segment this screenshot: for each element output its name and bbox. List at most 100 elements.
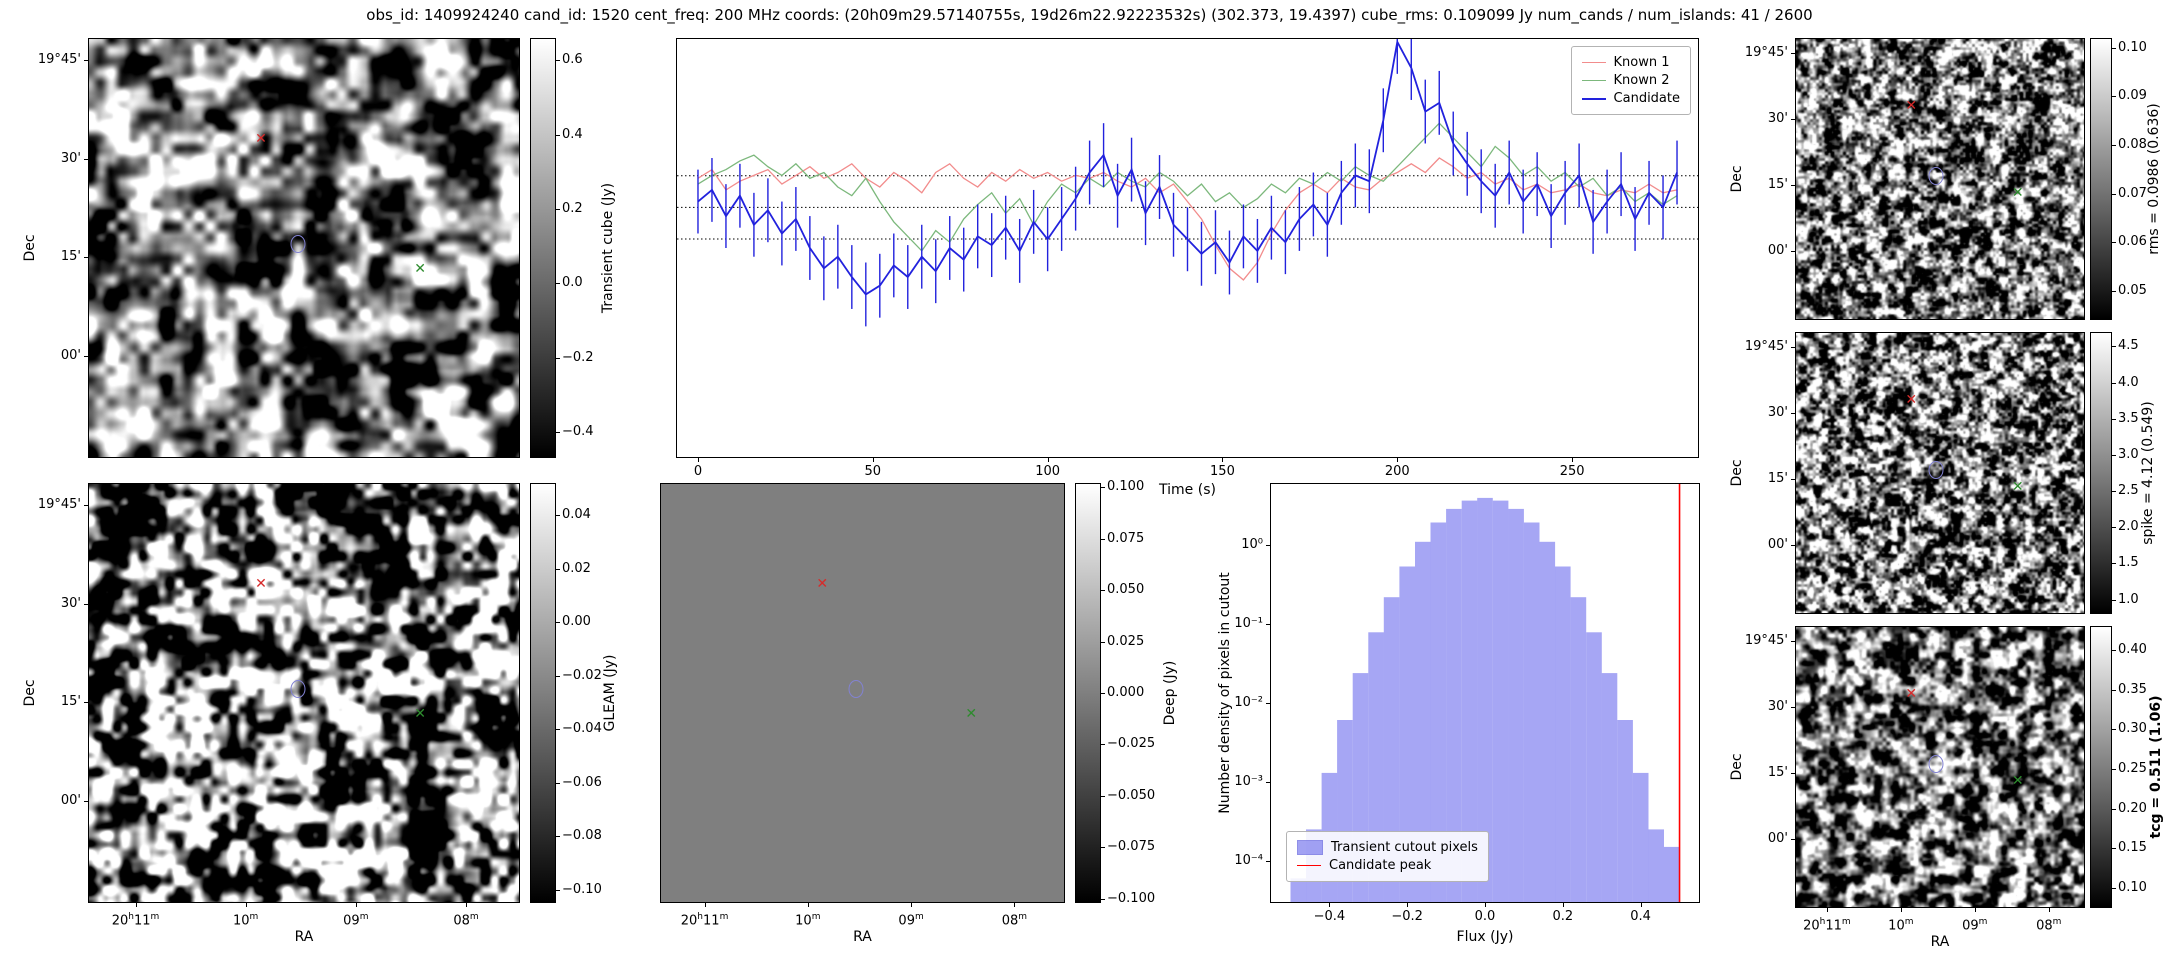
- known1-marker: ✕: [255, 131, 267, 148]
- deep-ra-tick-label: 20h11m: [680, 912, 729, 929]
- rms-dec-tickmark: [1791, 52, 1795, 54]
- spike-dec-tick-label: 15': [1767, 471, 1788, 487]
- transient-dec-tick-label: 19°45': [37, 51, 81, 67]
- gleam-dec-tick-label: 15': [60, 694, 81, 710]
- gleam-colorbar-tick-label: 0.02: [562, 560, 591, 576]
- panel-gleam-cutout: ✕ ✕: [88, 483, 520, 903]
- legend-entry-known-2: Known 2: [1581, 73, 1680, 88]
- hist-xlabel: Flux (Jy): [1456, 929, 1514, 945]
- hist-y-tickmark: [1266, 624, 1270, 626]
- spike-dec-tickmark: [1791, 346, 1795, 348]
- rms-dec-tick-label: 00': [1767, 243, 1788, 259]
- candidate-marker: [848, 679, 864, 698]
- rms-dec-tickmark: [1791, 118, 1795, 120]
- deep-ra-tick-label: 08m: [1001, 912, 1028, 929]
- deep-colorbar: [1075, 483, 1101, 903]
- gleam-colorbar: [530, 483, 556, 903]
- rms-colorbar-tickmark: [2112, 242, 2116, 244]
- hist-y-tick-label: 10⁻³: [1234, 773, 1263, 789]
- spike-dec-tick-label: 00': [1767, 537, 1788, 553]
- legend-line-swatch: [1297, 865, 1321, 866]
- gleam-dec-tickmark: [84, 603, 88, 605]
- transient-dec-tick-label: 00': [60, 347, 81, 363]
- spike-colorbar-tick-label: 2.5: [2118, 483, 2139, 499]
- tcg-colorbar-tickmark: [2112, 689, 2116, 691]
- known2-marker: ✕: [2011, 773, 2024, 789]
- known1-marker: ✕: [816, 576, 829, 593]
- legend-patch-swatch: [1297, 840, 1323, 855]
- gleam-dec-tickmark: [84, 800, 88, 802]
- hist-x-tickmark: [1407, 903, 1409, 907]
- tcg-ra-tick-label: 08m: [2036, 917, 2062, 934]
- hist-x-tick-label: 0.2: [1552, 909, 1574, 924]
- deep-ra-tickmark: [1014, 903, 1016, 907]
- lightcurve-svg: [677, 39, 1698, 327]
- deep-colorbar-tickmark: [1101, 590, 1105, 592]
- rms-colorbar-tick-label: 0.10: [2118, 39, 2147, 55]
- rms-colorbar-tick-label: 0.06: [2118, 234, 2147, 250]
- transient-dec-tickmark: [84, 158, 88, 160]
- rms-colorbar-tick-label: 0.08: [2118, 136, 2147, 152]
- gleam-colorbar-label: GLEAM (Jy): [602, 654, 618, 732]
- hist-y-tickmark: [1266, 781, 1270, 783]
- known2-marker: ✕: [414, 260, 426, 277]
- tcg-dec-axis-label: Dec: [1729, 753, 1745, 781]
- known2-marker: ✕: [2011, 185, 2024, 201]
- rms-dec-tickmark: [1791, 251, 1795, 253]
- hist-x-tickmark: [1329, 903, 1331, 907]
- gleam-colorbar-tickmark: [556, 568, 560, 570]
- gleam-dec-tick-label: 19°45': [37, 496, 81, 512]
- rms-dec-tick-label: 19°45': [1744, 44, 1788, 60]
- legend-entry-known-1: Known 1: [1581, 55, 1680, 70]
- transient-colorbar-tick-label: 0.4: [562, 126, 583, 142]
- transient-colorbar-tickmark: [556, 283, 560, 285]
- transient-colorbar-tick-label: −0.4: [562, 423, 594, 439]
- legend-label: Known 1: [1613, 55, 1670, 70]
- tcg-dec-tickmark: [1791, 640, 1795, 642]
- legend-line-swatch: [1581, 97, 1606, 100]
- histogram-svg: [1290, 484, 1681, 902]
- lightcurve-x-tickmark: [697, 458, 699, 462]
- tcg-ra-tick-label: 10m: [1888, 917, 1914, 934]
- hist-x-tickmark: [1485, 903, 1486, 907]
- hist-ylabel: Number density of pixels in cutout: [1217, 572, 1233, 814]
- tcg-ra-tickmark: [2048, 908, 2050, 912]
- tcg-dec-tick-label: 30': [1767, 698, 1788, 714]
- spike-colorbar-tickmark: [2112, 346, 2116, 348]
- known1-marker: ✕: [1905, 98, 1918, 115]
- transient-colorbar-tickmark: [556, 60, 560, 62]
- histogram-legend: Transient cutout pixels Candidate peak: [1286, 831, 1489, 882]
- legend-label: Candidate: [1613, 91, 1680, 106]
- gleam-colorbar-tickmark: [556, 889, 560, 891]
- transient-colorbar-label: Transient cube (Jy): [600, 182, 616, 314]
- spike-colorbar-tick-label: 1.5: [2118, 555, 2139, 571]
- lightcurve-x-tickmark: [872, 458, 874, 462]
- gleam-colorbar-tickmark: [556, 782, 560, 784]
- transient-colorbar-tickmark: [556, 134, 560, 136]
- deep-colorbar-tickmark: [1101, 693, 1105, 694]
- gleam-colorbar-tick-label: −0.04: [562, 721, 602, 737]
- candidate-marker: [290, 679, 306, 698]
- spike-colorbar-label: spike = 4.12 (0.549): [2140, 401, 2156, 545]
- known1-marker: ✕: [1905, 392, 1918, 409]
- tcg-colorbar-tick-label: 0.30: [2118, 721, 2147, 737]
- tcg-ra-axis-label: RA: [1930, 934, 1950, 950]
- spike-colorbar-tick-label: 2.0: [2118, 519, 2139, 535]
- lightcurve-xlabel: Time (s): [1159, 482, 1216, 498]
- gleam-ra-tick-label: 09m: [343, 912, 369, 929]
- rms-dec-tickmark: [1791, 185, 1795, 187]
- lightcurve-x-tickmark: [1222, 458, 1224, 462]
- hist-y-tick-label: 10⁰: [1241, 537, 1263, 553]
- spike-colorbar-tickmark: [2112, 382, 2116, 384]
- spike-dec-tick-label: 30': [1767, 404, 1788, 420]
- transient-dec-axis-label: Dec: [22, 234, 38, 262]
- spike-colorbar-tickmark: [2112, 491, 2116, 493]
- gleam-dec-tickmark: [84, 504, 88, 506]
- gleam-colorbar-tick-label: −0.06: [562, 774, 602, 790]
- tcg-ra-tickmark: [1900, 908, 1902, 912]
- hist-y-tick-label: 10⁻²: [1234, 695, 1263, 711]
- gleam-colorbar-tick-label: −0.02: [562, 667, 602, 683]
- rms-colorbar: [2090, 38, 2112, 320]
- gleam-dec-tickmark: [84, 702, 88, 704]
- rms-colorbar-tickmark: [2112, 144, 2116, 146]
